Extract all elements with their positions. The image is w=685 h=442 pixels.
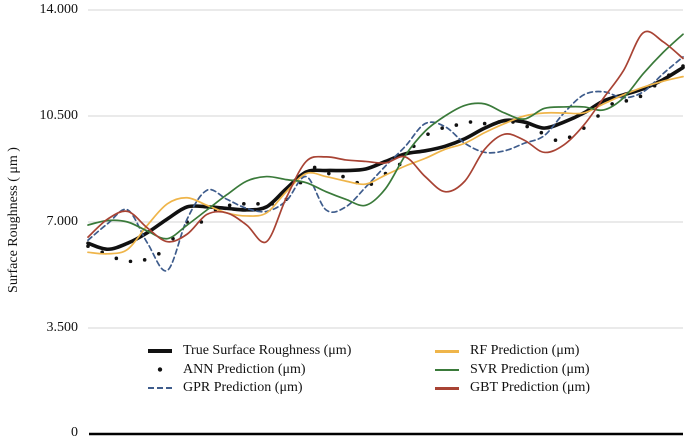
y-tick-3500: 3.500 bbox=[46, 320, 79, 335]
legend-label-ann: ANN Prediction (μm) bbox=[183, 361, 306, 377]
y-tick-14000: 14.000 bbox=[39, 2, 79, 17]
legend-label-svr: SVR Prediction (μm) bbox=[470, 361, 590, 377]
y-tick-10500: 10.500 bbox=[39, 108, 79, 123]
y-tick-0: 0 bbox=[71, 425, 78, 440]
legend-label-gpr: GPR Prediction (μm) bbox=[183, 380, 303, 396]
legend-item-rf: RF Prediction (μm) bbox=[435, 342, 590, 361]
true-line-swatch-icon bbox=[148, 349, 172, 354]
legend-label-true: True Surface Roughness (μm) bbox=[183, 343, 352, 359]
rf-line-swatch-icon bbox=[435, 350, 459, 353]
legend-column-2: RF Prediction (μm) SVR Prediction (μm) G… bbox=[435, 342, 590, 398]
legend: True Surface Roughness (μm) ANN Predicti… bbox=[148, 342, 590, 398]
legend-item-ann: ANN Prediction (μm) bbox=[148, 361, 435, 380]
legend-label-gbt: GBT Prediction (μm) bbox=[470, 380, 591, 396]
legend-label-rf: RF Prediction (μm) bbox=[470, 343, 580, 359]
legend-item-true: True Surface Roughness (μm) bbox=[148, 342, 435, 361]
gpr-dash-swatch-icon bbox=[148, 387, 172, 390]
legend-item-gbt: GBT Prediction (μm) bbox=[435, 379, 590, 398]
svr-line-swatch-icon bbox=[435, 368, 459, 371]
gbt-line-swatch-icon bbox=[435, 387, 459, 390]
legend-column-1: True Surface Roughness (μm) ANN Predicti… bbox=[148, 342, 435, 398]
y-tick-7000: 7.000 bbox=[46, 214, 79, 229]
legend-item-gpr: GPR Prediction (μm) bbox=[148, 379, 435, 398]
legend-item-svr: SVR Prediction (μm) bbox=[435, 361, 590, 380]
ann-dot-swatch-icon bbox=[148, 366, 172, 374]
